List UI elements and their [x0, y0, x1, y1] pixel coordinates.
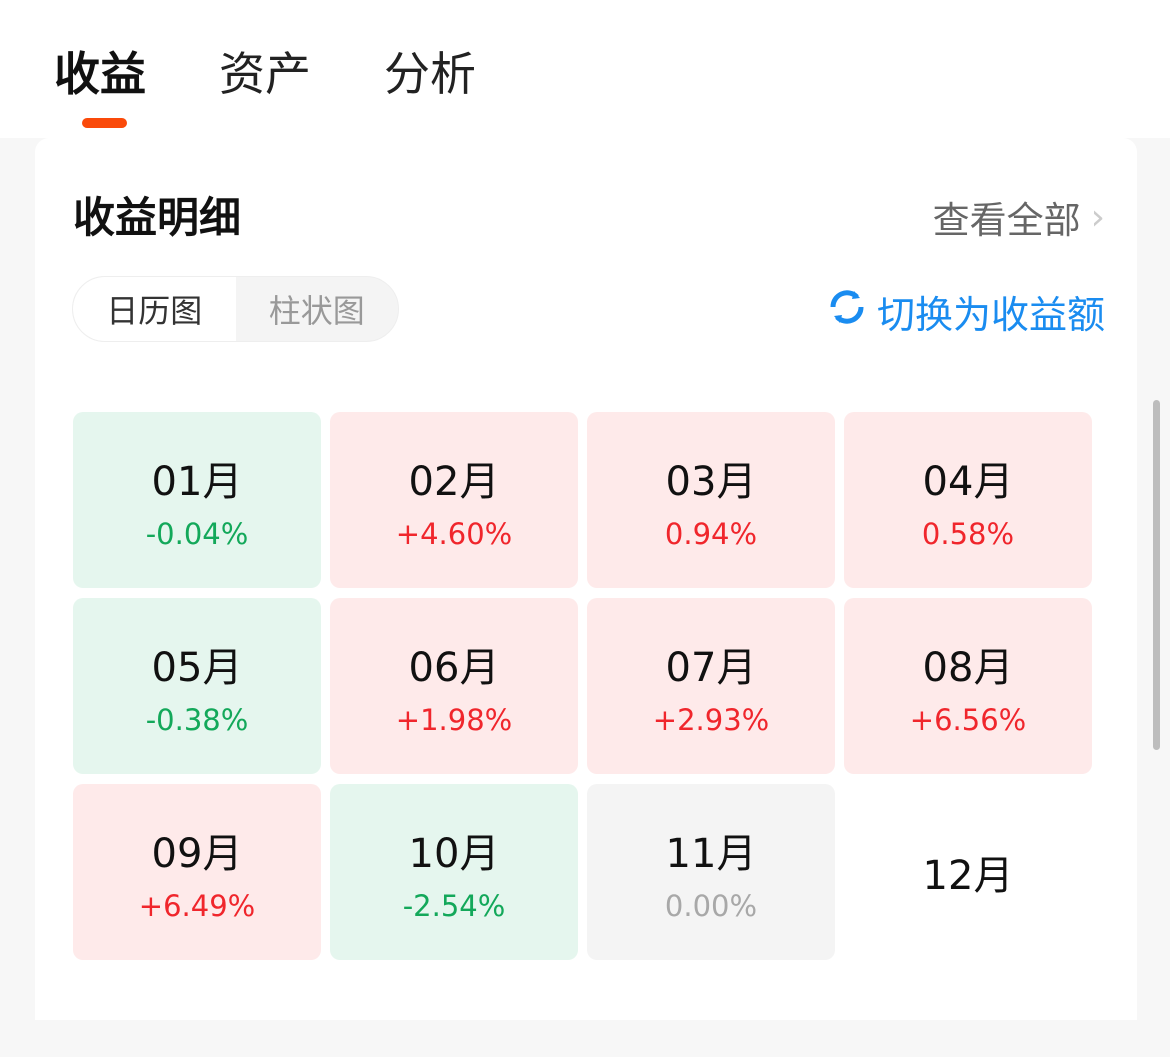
tab-analysis[interactable]: 分析 — [384, 47, 476, 101]
month-cell[interactable]: 02月 +4.60% — [330, 412, 578, 588]
month-return: +6.56% — [909, 703, 1027, 737]
segment-bar-chart[interactable]: 柱状图 — [268, 292, 365, 330]
month-label: 01月 — [151, 459, 243, 505]
month-return: 0.58% — [921, 517, 1015, 551]
month-cell[interactable]: 07月 +2.93% — [587, 598, 835, 774]
switch-label: 切换为收益额 — [876, 293, 1105, 337]
earnings-detail-card: 收益明细 查看全部 › 日历图 柱状图 切换为收益额 01月 -0.04% 02月 +… — [35, 138, 1137, 1020]
month-cell[interactable]: 10月 -2.54% — [330, 784, 578, 960]
month-return: 0.94% — [664, 517, 758, 551]
month-return: +2.93% — [652, 703, 770, 737]
month-return: 0.00% — [664, 889, 758, 923]
month-cell[interactable]: 03月 0.94% — [587, 412, 835, 588]
view-all-link[interactable]: 查看全部 › — [933, 190, 1105, 244]
refresh-icon — [825, 285, 869, 338]
view-mode-toggle: 日历图 柱状图 — [72, 276, 399, 342]
month-label: 07月 — [665, 645, 757, 691]
month-cell[interactable]: 01月 -0.04% — [73, 412, 321, 588]
month-label: 12月 — [922, 853, 1014, 899]
month-label: 09月 — [151, 831, 243, 877]
month-return: -0.38% — [145, 703, 249, 737]
month-label: 02月 — [408, 459, 500, 505]
month-cell[interactable]: 09月 +6.49% — [73, 784, 321, 960]
month-cell[interactable]: 06月 +1.98% — [330, 598, 578, 774]
month-label: 11月 — [665, 831, 757, 877]
month-calendar-grid: 01月 -0.04% 02月 +4.60% 03月 0.94% 04月 0.58% 05月 -0.… — [73, 412, 1092, 960]
chevron-right-icon: › — [1090, 196, 1105, 238]
month-cell[interactable]: 08月 +6.56% — [844, 598, 1092, 774]
segment-calendar[interactable]: 日历图 — [73, 277, 236, 341]
tab-assets[interactable]: 资产 — [219, 47, 311, 101]
month-return: -0.04% — [145, 517, 249, 551]
view-all-label: 查看全部 — [932, 199, 1081, 242]
card-title: 收益明细 — [73, 193, 242, 242]
month-label: 06月 — [408, 645, 500, 691]
active-tab-indicator — [82, 118, 127, 128]
month-cell[interactable]: 11月 0.00% — [587, 784, 835, 960]
scrollbar[interactable] — [1153, 400, 1160, 750]
month-cell[interactable]: 04月 0.58% — [844, 412, 1092, 588]
month-label: 10月 — [408, 831, 500, 877]
month-label: 04月 — [922, 459, 1014, 505]
month-return: +1.98% — [395, 703, 513, 737]
month-label: 03月 — [665, 459, 757, 505]
switch-to-amount-button[interactable]: 切换为收益额 — [825, 284, 1105, 339]
month-return: +6.49% — [138, 889, 256, 923]
month-return: -2.54% — [402, 889, 506, 923]
month-cell[interactable]: 12月 — [844, 784, 1092, 960]
tab-earnings[interactable]: 收益 — [54, 47, 146, 101]
month-label: 05月 — [151, 645, 243, 691]
month-label: 08月 — [922, 645, 1014, 691]
month-return: +4.60% — [395, 517, 513, 551]
top-tab-bar: 收益 资产 分析 — [0, 0, 1170, 138]
month-cell[interactable]: 05月 -0.38% — [73, 598, 321, 774]
